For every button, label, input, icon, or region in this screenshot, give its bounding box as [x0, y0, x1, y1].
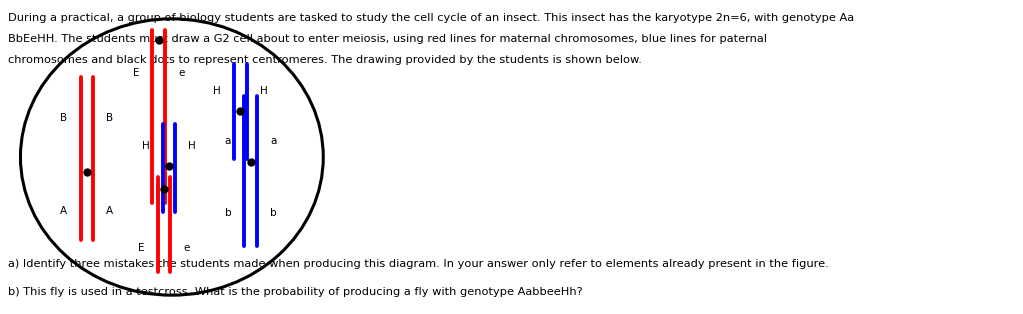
Text: a: a [270, 136, 276, 146]
Text: H: H [188, 141, 196, 151]
Text: e: e [183, 243, 189, 253]
Text: H: H [141, 141, 149, 151]
Text: e: e [178, 68, 184, 78]
Text: a: a [225, 136, 231, 146]
Text: H: H [213, 86, 221, 96]
Text: a) Identify three mistakes the students made when producing this diagram. In you: a) Identify three mistakes the students … [8, 259, 829, 269]
Text: b) This fly is used in a testcross. What is the probability of producing a fly w: b) This fly is used in a testcross. What… [8, 287, 583, 297]
Text: chromosomes and black dots to represent centromeres. The drawing provided by the: chromosomes and black dots to represent … [8, 55, 642, 65]
Text: B: B [60, 113, 68, 123]
Text: E: E [133, 68, 139, 78]
Text: H: H [260, 86, 268, 96]
Text: During a practical, a group of biology students are tasked to study the cell cyc: During a practical, a group of biology s… [8, 13, 854, 23]
Text: B: B [106, 113, 114, 123]
Text: b: b [270, 208, 276, 218]
Text: A: A [60, 206, 68, 216]
Text: A: A [106, 206, 114, 216]
Text: BbEeHH. The students must draw a G2 cell about to enter meiosis, using red lines: BbEeHH. The students must draw a G2 cell… [8, 34, 767, 44]
Text: E: E [138, 243, 144, 253]
Text: b: b [225, 208, 231, 218]
